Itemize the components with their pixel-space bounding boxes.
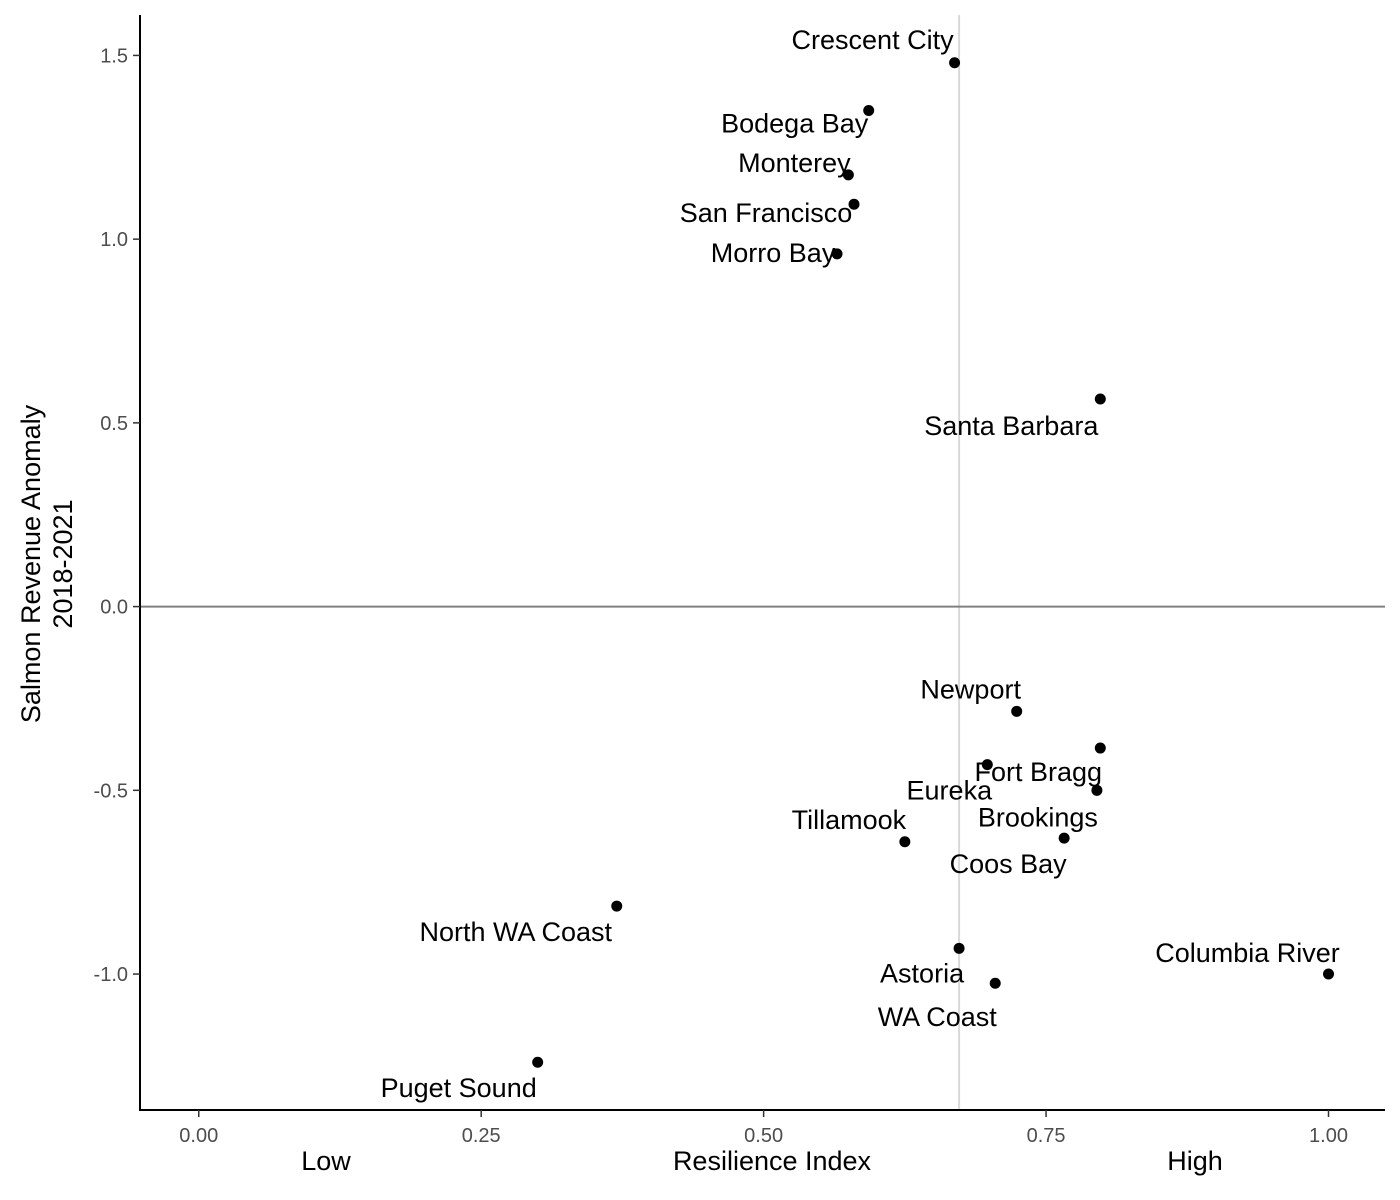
point-bodega-bay	[863, 105, 875, 117]
label-crescent-city: Crescent City	[792, 25, 955, 55]
label-north-wa-coast: North WA Coast	[419, 917, 612, 947]
point-columbia-river	[1323, 968, 1335, 980]
data-points	[532, 57, 1335, 1068]
point-fort-bragg	[1094, 742, 1106, 754]
x-axis-ticks: 0.00 0.25 0.50 0.75 1.00	[179, 1110, 1348, 1147]
x-tick-label: 0.00	[179, 1125, 218, 1147]
y-tick-label: 0.0	[100, 597, 128, 619]
x-tick-label: 0.75	[1027, 1125, 1066, 1147]
label-tillamook: Tillamook	[792, 805, 907, 835]
point-morro-bay	[831, 248, 843, 260]
label-columbia-river: Columbia River	[1155, 938, 1340, 968]
point-crescent-city	[949, 57, 961, 69]
point-santa-barbara	[1094, 393, 1106, 405]
x-axis-high-label: High	[1167, 1146, 1223, 1176]
label-morro-bay: Morro Bay	[711, 238, 836, 268]
x-axis-low-label: Low	[301, 1146, 351, 1176]
point-astoria	[953, 942, 965, 954]
reference-lines	[140, 15, 1385, 1110]
point-eureka	[981, 759, 993, 771]
label-monterey: Monterey	[738, 148, 851, 178]
point-wa-coast	[989, 977, 1001, 989]
point-monterey	[842, 169, 854, 181]
label-newport: Newport	[920, 674, 1021, 704]
label-puget-sound: Puget Sound	[381, 1073, 537, 1103]
point-labels: Crescent City Bodega Bay Monterey San Franc…	[381, 25, 1340, 1103]
point-newport	[1011, 705, 1023, 717]
y-tick-label: -0.5	[94, 780, 128, 802]
axes	[139, 15, 1385, 1111]
y-tick-label: 1.0	[100, 229, 128, 251]
y-tick-label: -1.0	[94, 964, 128, 986]
y-axis-title-line-1: Salmon Revenue Anomaly	[16, 404, 46, 723]
label-wa-coast: WA Coast	[878, 1002, 998, 1032]
x-tick-label: 0.50	[744, 1125, 783, 1147]
y-axis-title: Salmon Revenue Anomaly 2018-2021	[16, 404, 78, 723]
point-brookings	[1091, 784, 1103, 796]
x-tick-label: 1.00	[1309, 1125, 1348, 1147]
x-axis-title: Resilience Index	[673, 1146, 872, 1176]
label-astoria: Astoria	[880, 958, 965, 988]
label-bodega-bay: Bodega Bay	[721, 109, 869, 139]
label-eureka: Eureka	[907, 776, 994, 806]
point-north-wa-coast	[611, 900, 623, 912]
point-coos-bay	[1058, 832, 1070, 844]
y-axis-title-line-2: 2018-2021	[48, 499, 78, 628]
y-tick-label: 0.5	[100, 413, 128, 435]
x-tick-label: 0.25	[462, 1125, 501, 1147]
y-tick-label: 1.5	[100, 45, 128, 67]
label-santa-barbara: Santa Barbara	[924, 411, 1099, 441]
label-coos-bay: Coos Bay	[950, 849, 1068, 879]
y-axis-ticks: -1.0 -0.5 0.0 0.5 1.0 1.5	[94, 45, 140, 986]
label-san-francisco: San Francisco	[680, 198, 853, 228]
point-san-francisco	[848, 198, 860, 210]
point-puget-sound	[532, 1056, 544, 1068]
label-fort-bragg: Fort Bragg	[975, 757, 1103, 787]
point-tillamook	[899, 836, 911, 848]
label-brookings: Brookings	[978, 802, 1098, 832]
